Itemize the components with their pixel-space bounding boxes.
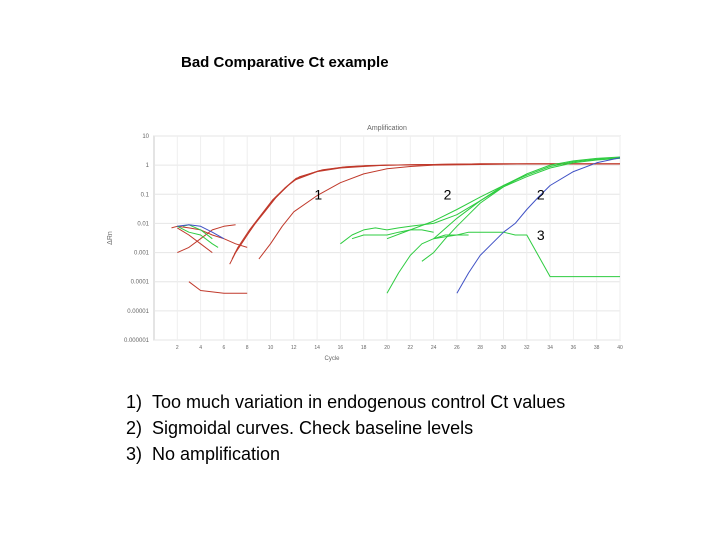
series-line <box>433 157 621 240</box>
series-line <box>188 281 248 294</box>
x-tick-label: 30 <box>501 345 507 351</box>
x-tick-label: 40 <box>617 345 623 351</box>
y-tick-label: 0.1 <box>141 192 150 198</box>
y-tick-label: 0.01 <box>137 221 149 227</box>
series-line <box>456 157 621 294</box>
series-line <box>351 229 434 240</box>
series-line <box>177 227 213 253</box>
y-tick-label: 0.000001 <box>124 338 150 344</box>
x-tick-label: 8 <box>246 345 249 351</box>
x-tick-label: 26 <box>454 345 460 351</box>
x-tick-label: 20 <box>384 345 390 351</box>
series-line <box>258 163 620 260</box>
x-axis-label: Cycle <box>324 356 340 362</box>
x-tick-label: 18 <box>361 345 367 351</box>
note-text: Sigmoidal curves. Check baseline levels <box>152 418 474 438</box>
x-tick-label: 6 <box>223 345 226 351</box>
series-line <box>421 156 621 262</box>
series-line <box>177 225 219 248</box>
y-tick-label: 0.0001 <box>131 280 150 286</box>
x-tick-label: 4 <box>199 345 202 351</box>
x-tick-label: 32 <box>524 345 530 351</box>
y-tick-label: 0.00001 <box>127 309 149 315</box>
series-line <box>171 225 248 248</box>
x-tick-label: 12 <box>291 345 297 351</box>
curve-annotation: 2 <box>537 186 545 202</box>
x-tick-label: 22 <box>408 345 414 351</box>
note-text: Too much variation in endogenous control… <box>152 392 566 412</box>
chart-title: Amplification <box>367 125 407 132</box>
x-tick-label: 38 <box>594 345 600 351</box>
curve-annotation: 1 <box>314 186 322 202</box>
x-tick-label: 28 <box>477 345 483 351</box>
x-tick-label: 14 <box>314 345 320 351</box>
y-tick-label: 10 <box>142 134 149 140</box>
x-tick-label: 34 <box>547 345 553 351</box>
note-item: 1) Too much variation in endogenous contr… <box>126 389 565 415</box>
note-item: 2) Sigmoidal curves. Check baseline level… <box>126 415 565 441</box>
x-tick-label: 2 <box>176 345 179 351</box>
slide-title: Bad Comparative Ct example <box>181 54 389 71</box>
x-tick-label: 10 <box>268 345 274 351</box>
note-text: No amplification <box>152 444 281 464</box>
x-tick-label: 24 <box>431 345 437 351</box>
curve-annotation: 3 <box>537 227 545 243</box>
curve-annotation: 2 <box>444 186 452 202</box>
note-number: 3) <box>126 444 143 464</box>
series-line <box>340 173 528 245</box>
series-line <box>177 224 225 240</box>
note-number: 2) <box>126 418 143 438</box>
x-tick-label: 36 <box>571 345 577 351</box>
x-tick-label: 16 <box>338 345 344 351</box>
y-axis-label: ΔRn <box>107 231 114 245</box>
y-tick-label: 1 <box>146 163 150 169</box>
y-tick-label: 0.001 <box>134 251 150 257</box>
note-item: 3) No amplification <box>126 441 565 467</box>
notes-list: 1) Too much variation in endogenous contr… <box>126 389 565 467</box>
note-number: 1) <box>126 392 143 412</box>
series-line <box>386 234 469 294</box>
